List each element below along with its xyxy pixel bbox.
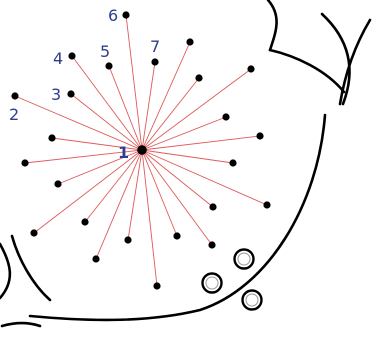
ray xyxy=(141,135,261,151)
outline-curves xyxy=(0,0,372,328)
ray xyxy=(95,149,143,260)
dot xyxy=(222,113,230,121)
dot xyxy=(54,180,62,188)
ray xyxy=(70,93,143,151)
ray xyxy=(57,149,143,185)
ray xyxy=(141,77,200,151)
ray xyxy=(141,116,227,151)
dot xyxy=(153,282,161,290)
dot xyxy=(186,38,194,46)
ray xyxy=(14,95,143,151)
dot xyxy=(11,92,19,100)
left-inner-arc xyxy=(10,234,52,302)
ray xyxy=(141,149,234,164)
cell-circle xyxy=(201,272,223,294)
bottom-left-stroke xyxy=(0,321,42,328)
ray xyxy=(141,68,252,151)
endpoint-dots xyxy=(11,11,271,290)
dot xyxy=(247,65,255,73)
ray xyxy=(24,149,143,164)
dot xyxy=(68,52,76,60)
dot xyxy=(263,201,271,209)
rays xyxy=(14,14,268,287)
dot xyxy=(256,132,264,140)
ray xyxy=(108,65,143,151)
labels: 1 2 3 4 5 6 7 xyxy=(9,6,160,162)
ray xyxy=(141,149,268,206)
label-2: 2 xyxy=(9,105,19,124)
right-edge-contour xyxy=(338,18,372,106)
dot xyxy=(30,229,38,237)
label-4: 4 xyxy=(53,49,63,68)
dot xyxy=(173,232,181,240)
label-6: 6 xyxy=(108,6,118,25)
ray xyxy=(141,61,156,151)
left-outer-arc xyxy=(0,242,12,300)
ray xyxy=(141,149,158,287)
ray xyxy=(127,149,143,241)
ray xyxy=(141,149,178,237)
dot xyxy=(81,218,89,226)
ray xyxy=(141,41,191,151)
ray xyxy=(141,149,213,246)
dot xyxy=(48,134,56,142)
dot xyxy=(209,203,217,211)
cell-inner-ring xyxy=(237,252,251,266)
dot xyxy=(122,11,130,19)
cells xyxy=(201,248,263,311)
ray xyxy=(125,14,143,151)
ray xyxy=(141,149,214,208)
ray xyxy=(84,149,143,223)
top-left-contour xyxy=(266,0,278,52)
ray xyxy=(71,55,143,151)
cell-circle xyxy=(241,289,263,311)
label-center: 1 xyxy=(118,143,129,162)
cell-inner-ring xyxy=(205,276,219,290)
dot xyxy=(229,159,237,167)
dot xyxy=(105,62,113,70)
dot xyxy=(67,90,75,98)
right-top-contour xyxy=(320,12,351,106)
cell-circle xyxy=(233,248,255,270)
dot xyxy=(195,74,203,82)
dot xyxy=(21,159,29,167)
center-dot xyxy=(137,145,147,155)
dot xyxy=(124,236,132,244)
cell-inner-rings xyxy=(205,252,259,307)
label-7: 7 xyxy=(150,37,160,56)
label-3: 3 xyxy=(51,85,61,104)
cell-inner-ring xyxy=(245,293,259,307)
dot xyxy=(208,241,216,249)
dot xyxy=(92,255,100,263)
main-right-arc xyxy=(28,113,327,322)
dot xyxy=(151,58,159,66)
top-inner-fold xyxy=(268,48,346,94)
label-5: 5 xyxy=(100,42,110,61)
ray xyxy=(33,149,143,234)
ray xyxy=(51,137,143,151)
